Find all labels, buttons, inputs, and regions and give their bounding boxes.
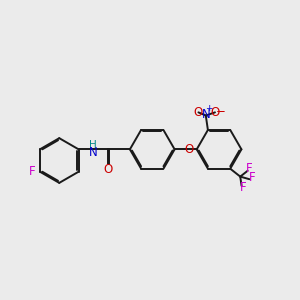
Text: F: F [249,171,255,184]
Text: F: F [240,181,247,194]
Text: O: O [210,106,220,119]
Text: N: N [201,109,210,122]
Text: F: F [29,165,36,178]
Text: F: F [246,162,253,175]
Text: N: N [89,146,98,159]
Text: H: H [89,140,97,150]
Text: −: − [216,104,226,118]
Text: O: O [184,143,194,156]
Text: +: + [206,103,213,112]
Text: O: O [194,106,203,119]
Text: O: O [103,163,112,176]
